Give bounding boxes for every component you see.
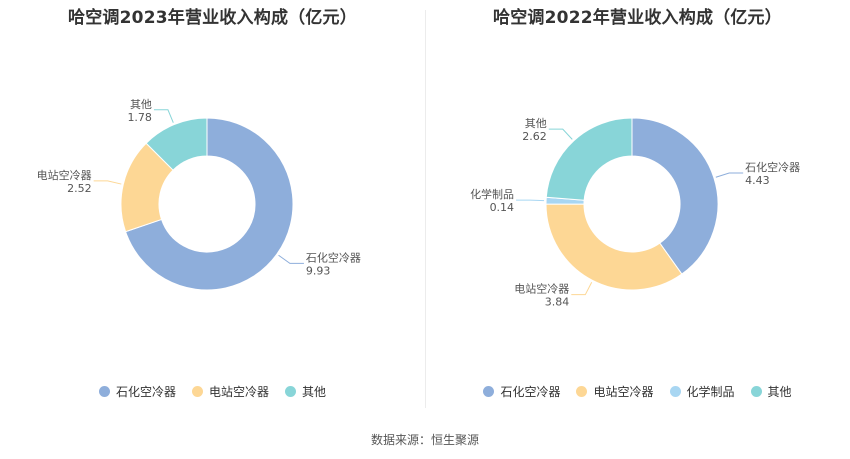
legend-2023: 石化空冷器 电站空冷器 其他 — [0, 383, 425, 400]
legend-label: 化学制品 — [686, 385, 735, 399]
legend-label: 其他 — [302, 385, 327, 399]
leader-line-0-0 — [278, 254, 304, 264]
slice-value-label-0-1: 2.52 — [67, 182, 92, 195]
data-source-note: 数据来源：恒生聚源 — [370, 433, 479, 447]
slice-value-label-1-1: 3.84 — [545, 296, 570, 309]
legend-swatch — [576, 386, 588, 397]
donut-slice-1-0[interactable] — [631, 117, 719, 275]
legend-swatch — [285, 386, 296, 397]
legend-label: 石化空冷器 — [500, 385, 561, 399]
legend-swatch — [750, 386, 762, 397]
legend-swatch — [98, 386, 110, 397]
slice-label-huaxue: 化学制品 — [470, 187, 514, 201]
slice-value-label-1-0: 4.43 — [745, 174, 770, 187]
slice-value-label-1-2: 0.14 — [490, 201, 515, 214]
leader-line-0-1 — [93, 180, 122, 185]
legend-item-huaxue[interactable]: 化学制品 — [669, 383, 735, 400]
donut-slice-1-3[interactable] — [545, 117, 633, 201]
legend-swatch — [191, 386, 203, 397]
legend-2022: 石化空冷器 电站空冷器 化学制品 其他 — [425, 383, 850, 400]
slice-label-qita: 其他 — [525, 117, 547, 130]
slice-label-shihua: 石化空冷器 — [306, 250, 361, 264]
leader-line-0-2 — [153, 109, 174, 123]
slice-value-label-0-2: 1.78 — [127, 111, 152, 124]
slice-label-qita: 其他 — [130, 98, 152, 111]
donut-slice-1-1[interactable] — [545, 203, 683, 291]
slice-label-dianzhan: 电站空冷器 — [514, 282, 569, 296]
panel-divider — [425, 10, 426, 408]
legend-item-shihua[interactable]: 石化空冷器 — [483, 383, 560, 400]
slice-value-label-1-3: 2.62 — [522, 130, 547, 143]
slice-label-dianzhan: 电站空冷器 — [37, 168, 92, 182]
legend-item-dianzhan[interactable]: 电站空冷器 — [191, 383, 269, 400]
chart-panel-2023: 哈空调2023年营业收入构成（亿元） 石化空冷器 9.93 电站空冷器 2.52 其他 1… — [0, 0, 425, 420]
leader-line-1-3 — [548, 128, 573, 140]
chart-title-2022: 哈空调2022年营业收入构成（亿元） — [493, 8, 782, 28]
legend-item-dianzhan[interactable]: 电站空冷器 — [576, 383, 654, 400]
slice-label-shihua: 石化空冷器 — [745, 160, 800, 174]
chart-title-2023: 哈空调2023年营业收入构成（亿元） — [68, 8, 357, 28]
legend-swatch — [483, 386, 495, 397]
leader-line-1-1 — [571, 282, 593, 296]
legend-label: 电站空冷器 — [208, 385, 269, 399]
legend-label: 其他 — [767, 385, 792, 399]
slice-value-label-0-0: 9.93 — [306, 264, 331, 277]
leader-line-1-0 — [715, 172, 744, 178]
leader-line-1-2 — [516, 199, 545, 202]
chart-panel-2022: 哈空调2022年营业收入构成（亿元） 石化空冷器 4.43 电站空冷器 3.84 化学制… — [425, 0, 850, 420]
legend-label: 电站空冷器 — [593, 385, 654, 399]
legend-item-qita[interactable]: 其他 — [750, 383, 792, 400]
donut-slice-0-2[interactable] — [145, 117, 208, 171]
legend-label: 石化空冷器 — [115, 385, 176, 399]
legend-swatch — [669, 386, 681, 397]
legend-item-qita[interactable]: 其他 — [285, 383, 326, 400]
legend-item-shihua[interactable]: 石化空冷器 — [98, 383, 176, 400]
donut-slice-0-0[interactable] — [124, 117, 294, 291]
